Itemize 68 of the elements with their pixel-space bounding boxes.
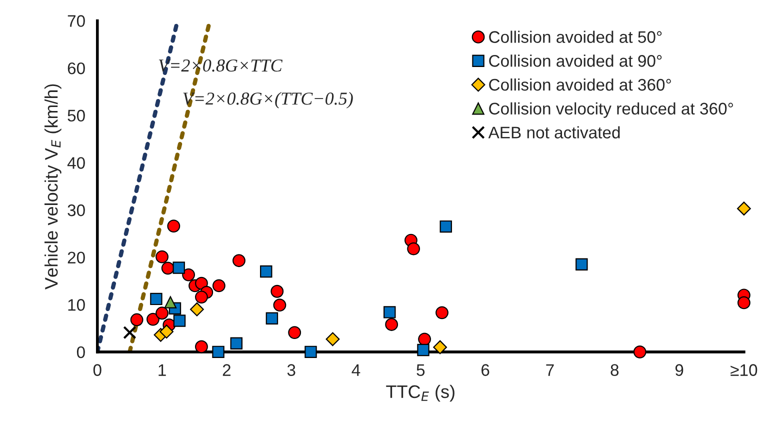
y-tick-label: 20 <box>68 252 85 264</box>
point <box>160 324 174 339</box>
point <box>273 298 286 312</box>
point <box>270 284 284 298</box>
x-tick-label: 5 <box>416 364 425 376</box>
point <box>407 242 420 256</box>
x-tick-label: 9 <box>675 364 684 376</box>
legend-label: Collision avoided at 90° <box>489 54 662 67</box>
point <box>146 312 160 326</box>
x-tick-label: 3 <box>287 364 296 376</box>
y-tick-label: 0 <box>76 346 85 358</box>
point <box>633 345 646 358</box>
point <box>195 290 208 304</box>
point <box>737 296 750 310</box>
point <box>167 220 180 233</box>
y-tick-label: 50 <box>68 110 85 122</box>
point <box>576 258 588 271</box>
point <box>182 268 195 282</box>
point <box>232 254 246 268</box>
point <box>212 346 224 358</box>
x-tick-label: 2 <box>222 364 230 376</box>
legend-label: Collision avoided at 360° <box>489 78 671 91</box>
point <box>433 340 447 354</box>
x-tick-label: 8 <box>610 364 619 376</box>
point <box>304 346 317 358</box>
point <box>737 202 751 216</box>
x-tick-label: 0 <box>93 364 102 376</box>
point <box>417 344 430 356</box>
point <box>288 326 302 339</box>
point <box>436 306 448 320</box>
point <box>260 265 272 278</box>
point <box>195 276 208 290</box>
point <box>123 326 136 340</box>
x-tick-label: 4 <box>352 364 360 376</box>
point <box>173 314 186 327</box>
point <box>212 279 226 292</box>
point <box>172 262 185 274</box>
legend-label: AEB not activated <box>488 126 620 138</box>
x-tick-label: 7 <box>546 364 554 376</box>
series-label: V=2×0.8G×TTC <box>158 59 283 72</box>
point <box>230 337 242 350</box>
point <box>161 262 174 275</box>
point <box>384 306 396 318</box>
y-tick-label: 10 <box>68 299 85 311</box>
point <box>266 312 278 324</box>
x-tick-label: ≥10 <box>730 364 758 376</box>
y-tick-label: 60 <box>68 62 85 74</box>
point <box>195 340 208 354</box>
point <box>150 292 162 306</box>
series-label: V=2×0.8G×(TTC−0.5) <box>183 92 353 108</box>
point <box>385 318 398 331</box>
point <box>156 306 168 320</box>
point <box>326 332 340 346</box>
y-axis-title: Vehicle velocity V$_{E}$ (km/h) <box>44 84 62 290</box>
point <box>156 250 168 264</box>
point <box>190 302 204 316</box>
y-tick-label: 40 <box>67 157 85 169</box>
legend-label: Collision velocity reduced at 360° <box>489 102 733 118</box>
point <box>440 220 452 233</box>
y-tick-label: 30 <box>68 204 85 216</box>
x-tick-label: 6 <box>482 364 490 376</box>
x-axis-title: TTC$_{E}$ (s) <box>386 384 454 402</box>
legend-label: Collision avoided at 50° <box>489 30 662 43</box>
point <box>130 313 144 326</box>
point <box>164 296 177 308</box>
point <box>418 332 431 346</box>
x-tick-label: 1 <box>158 364 166 376</box>
y-tick-label: 70 <box>68 15 85 27</box>
